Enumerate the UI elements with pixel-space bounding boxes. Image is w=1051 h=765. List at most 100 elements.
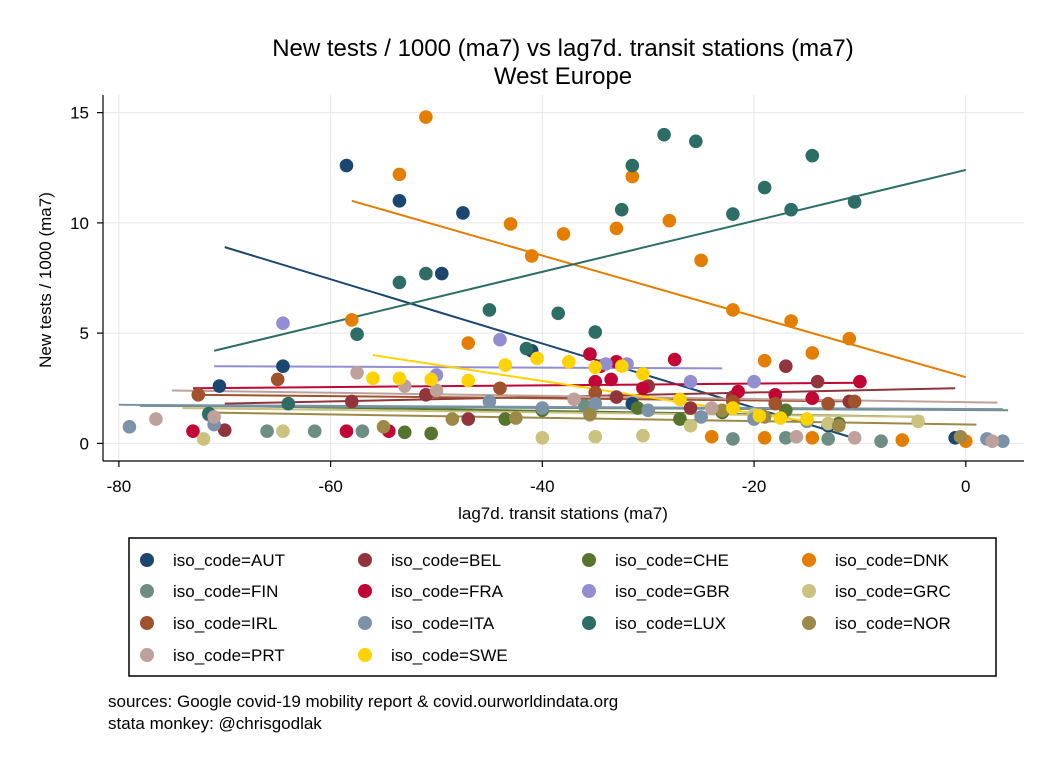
data-point	[636, 367, 650, 381]
data-point	[805, 431, 820, 445]
data-point	[726, 401, 740, 415]
data-point	[821, 396, 835, 411]
gridlines	[103, 95, 1024, 461]
fit-line	[351, 199, 967, 379]
fit-line	[203, 393, 860, 403]
data-point	[689, 134, 703, 149]
x-axis-label: lag7d. transit stations (ma7)	[458, 504, 668, 523]
data-point	[694, 253, 708, 268]
y-tick-label: 15	[70, 104, 89, 123]
legend-box	[128, 537, 997, 677]
data-point	[768, 396, 783, 411]
data-point	[704, 429, 719, 444]
data-point	[535, 431, 550, 445]
data-point	[392, 275, 407, 290]
legend-label: iso_code=ITA	[391, 614, 495, 633]
data-point	[911, 414, 925, 429]
data-point	[498, 412, 513, 426]
data-point	[424, 426, 438, 441]
data-point	[614, 202, 629, 217]
legend-marker	[140, 616, 154, 630]
legend-label: iso_code=BEL	[391, 551, 501, 570]
data-point	[874, 434, 888, 448]
data-point	[847, 431, 862, 445]
data-point	[747, 374, 761, 389]
x-tick-label: -60	[318, 477, 343, 496]
data-point	[821, 432, 835, 446]
data-point	[996, 434, 1010, 448]
data-point	[752, 409, 767, 423]
legend-marker	[358, 553, 372, 567]
data-point	[493, 381, 507, 396]
data-point	[726, 303, 740, 317]
legend-label: iso_code=IRL	[173, 614, 277, 633]
fit-line	[213, 168, 967, 352]
x-tick-label: -20	[742, 477, 767, 496]
data-point	[805, 346, 820, 360]
data-point	[556, 227, 571, 241]
data-point	[392, 194, 407, 208]
legend-marker	[582, 584, 596, 598]
data-point	[604, 372, 618, 387]
y-tick-label: 0	[80, 434, 89, 453]
data-point	[397, 425, 412, 440]
legend-marker	[140, 553, 154, 567]
data-point	[609, 221, 624, 236]
data-point	[614, 359, 629, 373]
data-point	[376, 420, 391, 434]
data-point	[583, 347, 597, 361]
data-point	[636, 381, 650, 396]
data-point	[726, 432, 740, 446]
data-point	[657, 127, 671, 142]
data-point	[434, 266, 449, 281]
source-note: sources: Google covid-19 mobility report…	[108, 692, 618, 711]
data-point	[810, 374, 825, 389]
data-point	[509, 411, 523, 425]
data-point	[784, 202, 798, 217]
data-point	[482, 303, 497, 317]
data-point	[683, 374, 698, 389]
data-point	[260, 424, 274, 439]
data-point	[344, 394, 359, 409]
legend-marker	[140, 584, 154, 598]
data-point	[524, 249, 539, 263]
fit-line	[182, 407, 924, 418]
data-point	[630, 401, 645, 415]
data-point	[482, 394, 497, 409]
legend-marker	[140, 648, 154, 662]
data-point	[805, 391, 820, 405]
legend-marker	[582, 553, 596, 567]
legend-marker	[802, 553, 816, 567]
data-point	[217, 423, 232, 437]
data-point	[625, 158, 640, 173]
data-point	[683, 401, 698, 415]
data-point	[784, 314, 798, 328]
data-point	[339, 158, 354, 173]
legend-label: iso_code=NOR	[835, 614, 951, 633]
x-tick-label: -80	[107, 477, 132, 496]
data-point	[757, 431, 772, 445]
data-point	[694, 410, 708, 424]
data-point	[847, 394, 862, 409]
data-point	[122, 420, 137, 434]
data-point	[779, 359, 793, 373]
data-point	[800, 412, 814, 426]
data-point	[667, 352, 682, 367]
data-point	[498, 358, 513, 372]
data-point	[583, 407, 597, 422]
data-point	[212, 379, 227, 393]
fit-line	[214, 365, 723, 370]
data-point	[953, 429, 968, 444]
data-point	[281, 396, 296, 411]
data-point	[276, 316, 290, 330]
data-point	[779, 431, 793, 445]
data-point	[429, 383, 444, 398]
y-tick-label: 10	[70, 214, 89, 233]
data-point	[456, 206, 470, 220]
legend-marker	[358, 616, 372, 630]
data-point	[424, 372, 438, 387]
legend: iso_code=AUT iso_code=BEL iso_code=CHE iso_…	[140, 551, 951, 665]
data-point	[307, 424, 322, 439]
data-point	[503, 217, 518, 231]
